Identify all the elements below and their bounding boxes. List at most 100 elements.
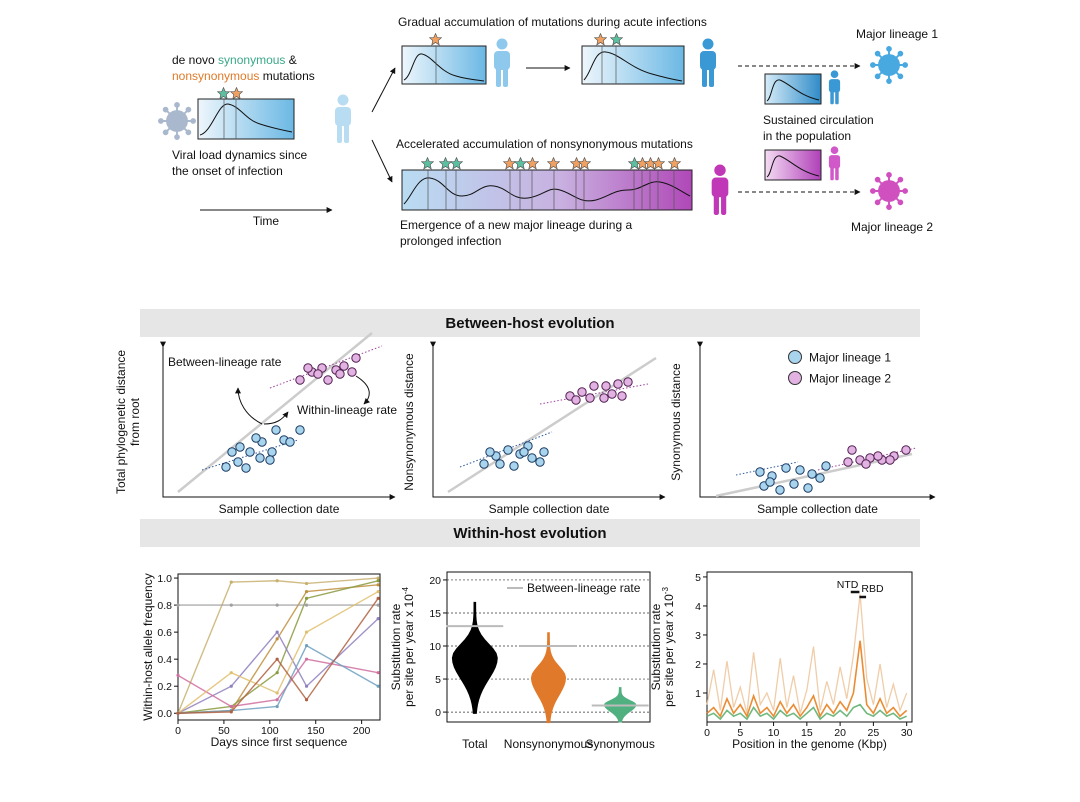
trend-line: [177, 332, 373, 493]
frequency-point: [275, 657, 279, 661]
frequency-point: [376, 589, 380, 594]
sample-point: [775, 485, 785, 495]
sample-point: [539, 447, 549, 457]
virus-icon: [158, 102, 196, 140]
sample-point: [599, 393, 609, 403]
x-tick-label: 25: [868, 727, 880, 739]
sample-point: [807, 469, 817, 479]
y-tick-label: 0.2: [157, 681, 172, 693]
sample-point: [313, 369, 323, 379]
annotation: Within-lineage rate: [297, 403, 397, 417]
y-tick-label: 20: [429, 575, 441, 587]
caption: Gradual accumulation of mutations during…: [398, 15, 707, 29]
sample-point: [617, 391, 627, 401]
x-tick-label: 100: [261, 725, 279, 737]
axis: [160, 341, 396, 500]
y-tick-label: 0.6: [157, 627, 172, 639]
sample-point: [885, 455, 895, 465]
sample-point: [335, 369, 345, 379]
sample-point: [789, 479, 799, 489]
sample-point: [901, 445, 911, 455]
frequency-line: [177, 597, 379, 714]
frequency-point: [304, 603, 309, 607]
sample-point: [227, 447, 237, 457]
x-axis-label: Sample collection date: [757, 502, 878, 516]
legend-label: Major lineage 1: [809, 351, 891, 365]
sample-point: [265, 455, 275, 465]
caption: prolonged infection: [400, 234, 501, 248]
frequency-point: [176, 711, 180, 715]
y-tick-label: 3: [695, 630, 701, 642]
sample-point: [295, 425, 305, 435]
sample-point: [271, 425, 281, 435]
lineage-trend: [539, 383, 649, 405]
sample-point: [295, 375, 305, 385]
y-axis-label: Within-host allele frequency: [141, 573, 155, 720]
y-tick-label: 2: [695, 659, 701, 671]
sample-point: [755, 467, 765, 477]
frequency-point: [304, 596, 309, 600]
y-axis-label: per site per year x 10-4: [401, 587, 416, 707]
plot-frame: [177, 573, 381, 721]
section-title: Between-host evolution: [445, 315, 614, 332]
sample-point: [821, 461, 831, 471]
frequency-point: [229, 710, 233, 714]
frequency-point: [376, 671, 380, 675]
caption: Accelerated accumulation of nonsynonymou…: [396, 137, 693, 151]
sample-point: [535, 457, 545, 467]
sample-point: [795, 465, 805, 475]
frequency-point: [275, 603, 279, 607]
y-axis-label: Synonymous distance: [669, 363, 683, 481]
sample-point: [781, 463, 791, 473]
frequency-point: [275, 637, 279, 641]
plot-frame: [706, 571, 913, 723]
frequency-point: [376, 596, 380, 600]
caption: Sustained circulation: [763, 113, 874, 127]
sample-point: [503, 445, 513, 455]
sample-point: [255, 453, 265, 463]
mutation-label: nonsynonymous mutations: [172, 69, 315, 83]
trend-line: [447, 356, 657, 494]
x-axis-label: Position in the genome (Kbp): [732, 737, 887, 751]
frequency-point: [229, 580, 233, 584]
y-tick-label: 5: [435, 674, 441, 686]
frequency-point: [229, 603, 233, 607]
x-axis-label: Sample collection date: [219, 502, 340, 516]
y-tick-label: 4: [695, 601, 701, 613]
sample-point: [873, 451, 883, 461]
legend-label: Major lineage 2: [809, 372, 891, 386]
frequency-point: [304, 684, 309, 688]
x-tick-label: Synonymous: [585, 737, 654, 751]
sample-point: [233, 457, 243, 467]
rate-line: [706, 703, 907, 721]
sample-point: [765, 477, 775, 487]
section-header: [140, 309, 920, 337]
annotation: RBD: [861, 583, 884, 595]
frequency-point: [376, 583, 380, 587]
y-axis-label: per site per year x 10-3: [661, 587, 676, 707]
section-title: Within-host evolution: [453, 525, 606, 542]
axis: [430, 341, 666, 500]
frequency-point: [229, 684, 233, 688]
x-tick-label: 30: [901, 727, 913, 739]
sample-point: [519, 447, 529, 457]
x-tick-label: 0: [704, 727, 710, 739]
annotation: Between-lineage rate: [168, 355, 282, 369]
frequency-point: [275, 579, 279, 583]
lineage-label: Major lineage 1: [856, 27, 938, 41]
caption: Emergence of a new major lineage during …: [400, 218, 632, 232]
y-tick-label: 1: [695, 688, 701, 700]
x-tick-label: Nonsynonymous: [504, 737, 593, 751]
y-tick-label: 5: [695, 572, 701, 584]
frequency-line: [177, 590, 379, 714]
legend-swatch: [788, 350, 802, 364]
frequency-point: [275, 691, 279, 695]
frequency-point: [229, 671, 233, 675]
sample-point: [601, 381, 611, 391]
sample-point: [485, 447, 495, 457]
frequency-point: [275, 698, 279, 702]
frequency-point: [275, 671, 279, 675]
time-label: Time: [253, 214, 280, 228]
sample-point: [245, 447, 255, 457]
